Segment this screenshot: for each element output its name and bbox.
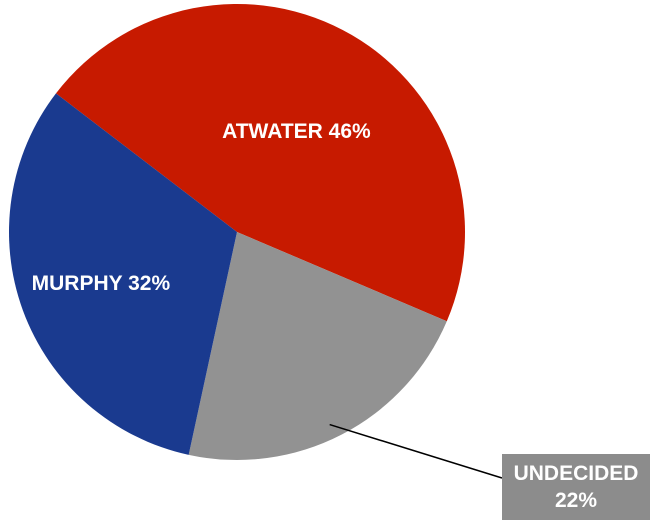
slice-label-murphy: MURPHY 32%	[32, 272, 171, 295]
undecided-callout-leader	[329, 423, 503, 479]
undecided-callout-box: UNDECIDED 22%	[502, 454, 650, 520]
pie-slice-atwater	[55, 3, 466, 322]
slice-label-atwater: ATWATER 46%	[222, 120, 371, 143]
pie-slice-murphy	[9, 93, 238, 455]
undecided-callout-name: UNDECIDED	[513, 462, 639, 485]
undecided-callout-percent: 22%	[554, 489, 598, 512]
pie-slice-undecided	[188, 232, 447, 460]
pie-slices	[9, 3, 466, 460]
